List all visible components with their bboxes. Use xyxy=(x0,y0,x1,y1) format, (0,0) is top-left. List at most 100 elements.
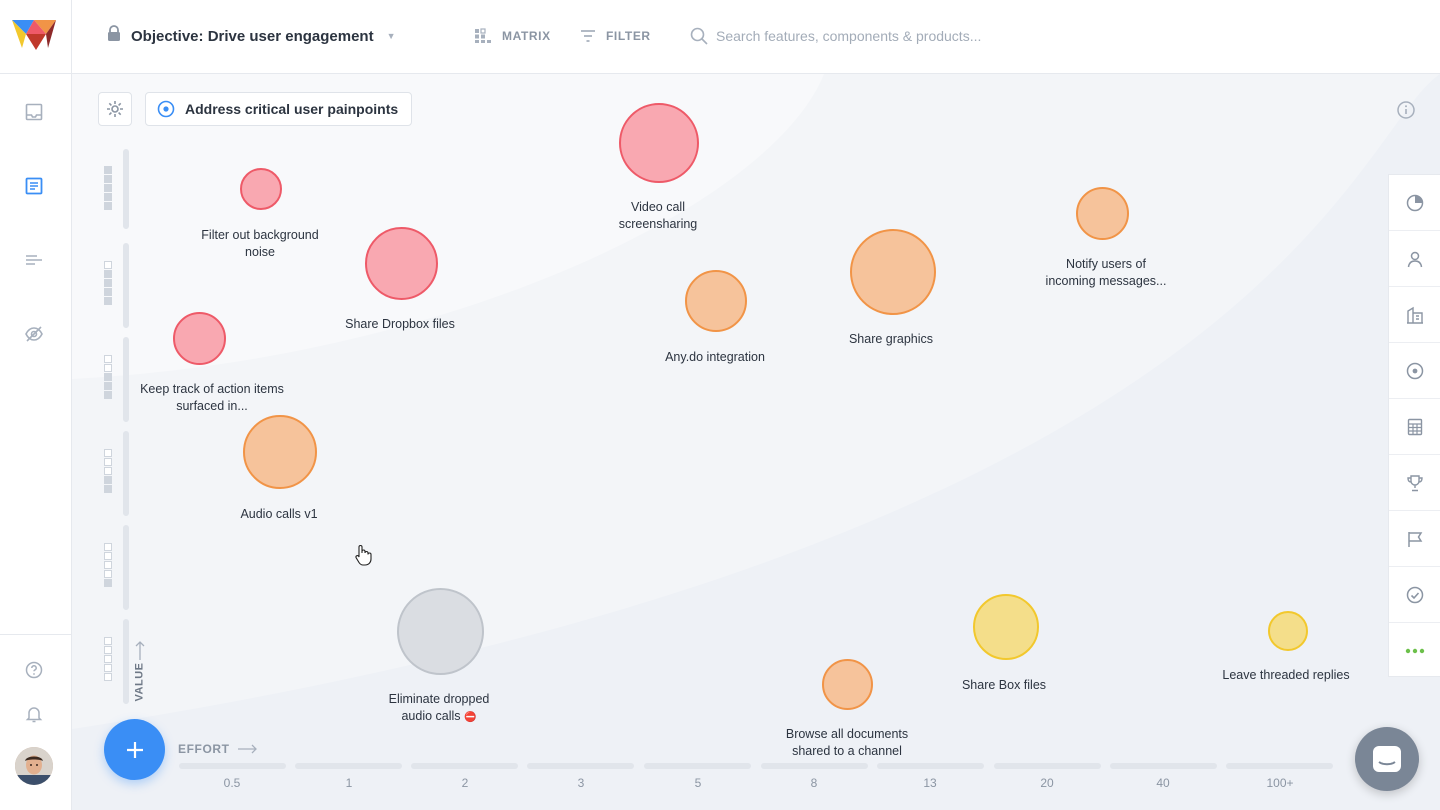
arrow-right-icon xyxy=(237,744,257,754)
goal-selector[interactable]: Address critical user painpoints xyxy=(145,92,413,126)
filter-button[interactable]: FILTER xyxy=(580,24,651,48)
item-bubble[interactable] xyxy=(685,270,747,332)
goal-label: Address critical user painpoints xyxy=(185,101,399,117)
info-icon[interactable] xyxy=(1396,100,1416,120)
value-level-5[interactable] xyxy=(123,243,129,328)
inbox-icon[interactable] xyxy=(22,100,46,124)
bell-icon[interactable] xyxy=(22,702,46,726)
help-icon[interactable] xyxy=(22,658,46,682)
value-indicator xyxy=(104,637,113,682)
item-bubble[interactable] xyxy=(1268,611,1308,651)
sidebar-divider xyxy=(0,73,71,74)
search-input[interactable] xyxy=(716,28,1096,44)
calculator-icon[interactable] xyxy=(1389,399,1440,455)
buildings-icon[interactable] xyxy=(1389,287,1440,343)
item-bubble[interactable] xyxy=(365,227,438,300)
chevron-down-icon: ▼ xyxy=(386,31,396,41)
objective-selector[interactable]: Objective: Drive user engagement ▼ xyxy=(106,22,396,50)
chat-support-button[interactable] xyxy=(1355,727,1419,791)
matrix-label: MATRIX xyxy=(502,29,551,43)
effort-level[interactable] xyxy=(761,763,868,769)
effort-level[interactable] xyxy=(1226,763,1333,769)
item-label[interactable]: Leave threaded replies xyxy=(1222,668,1350,682)
search-bar[interactable] xyxy=(690,22,1110,50)
effort-tick: 8 xyxy=(810,776,818,790)
effort-tick: 100+ xyxy=(1266,776,1294,790)
item-label[interactable]: Notify users of incoming messages... xyxy=(1045,257,1167,288)
item-bubble[interactable] xyxy=(822,659,873,710)
effort-tick: 1 xyxy=(345,776,353,790)
item-label[interactable]: Share graphics xyxy=(848,332,934,346)
effort-level[interactable] xyxy=(527,763,634,769)
sidebar-divider-bottom xyxy=(0,634,71,635)
value-level-4[interactable] xyxy=(123,337,129,422)
arrow-up-icon xyxy=(135,641,145,660)
app-logo[interactable] xyxy=(10,14,58,56)
effort-level[interactable] xyxy=(179,763,286,769)
document-icon[interactable] xyxy=(22,174,46,198)
user-icon[interactable] xyxy=(1389,231,1440,287)
add-item-button[interactable] xyxy=(104,719,165,780)
target-icon xyxy=(157,100,175,118)
left-sidebar xyxy=(0,0,72,810)
item-label[interactable]: Keep track of action items surfaced in..… xyxy=(140,382,284,413)
item-bubble[interactable] xyxy=(973,594,1039,660)
effort-tick: 2 xyxy=(461,776,469,790)
item-bubble[interactable] xyxy=(619,103,699,183)
value-indicator xyxy=(104,261,113,306)
item-label[interactable]: Share Box files xyxy=(961,678,1047,692)
effort-axis-label: EFFORT xyxy=(178,742,258,756)
chat-icon xyxy=(1373,746,1401,772)
target-icon[interactable] xyxy=(1389,343,1440,399)
effort-tick: 0.5 xyxy=(223,776,241,790)
lock-icon xyxy=(106,25,122,47)
item-label[interactable]: Eliminate dropped audio calls ⛔ xyxy=(388,692,490,723)
priority-matrix: Address critical user painpoints VALUE E… xyxy=(72,74,1440,810)
item-bubble[interactable] xyxy=(850,229,936,315)
item-label[interactable]: Share Dropbox files xyxy=(345,317,455,331)
hand-cursor-icon xyxy=(354,544,372,566)
value-indicator xyxy=(104,166,113,211)
item-bubble[interactable] xyxy=(173,312,226,365)
effort-level[interactable] xyxy=(411,763,518,769)
right-tool-panel xyxy=(1388,174,1440,677)
value-level-6[interactable] xyxy=(123,149,129,229)
matrix-button[interactable]: MATRIX xyxy=(474,24,551,48)
effort-level[interactable] xyxy=(1110,763,1217,769)
item-bubble[interactable] xyxy=(397,588,484,675)
item-label[interactable]: Browse all documents shared to a channel xyxy=(785,727,909,758)
list-icon[interactable] xyxy=(22,248,46,272)
item-bubble[interactable] xyxy=(1076,187,1129,240)
matrix-icon xyxy=(475,28,491,43)
top-bar: Objective: Drive user engagement ▼ MATRI… xyxy=(72,0,1440,74)
item-bubble[interactable] xyxy=(243,415,317,489)
value-level-3[interactable] xyxy=(123,431,129,516)
user-avatar[interactable] xyxy=(15,747,53,785)
search-icon xyxy=(690,27,708,45)
blocked-icon: ⛔ xyxy=(464,712,477,723)
check-circle-icon[interactable] xyxy=(1389,567,1440,623)
value-indicator xyxy=(104,543,113,588)
objective-title: Objective: Drive user engagement xyxy=(131,27,374,45)
filter-label: FILTER xyxy=(606,29,651,43)
item-label[interactable]: Any.do integration xyxy=(665,350,765,364)
effort-level[interactable] xyxy=(295,763,402,769)
effort-tick: 3 xyxy=(577,776,585,790)
effort-level[interactable] xyxy=(994,763,1101,769)
hidden-icon[interactable] xyxy=(22,322,46,346)
item-label[interactable]: Filter out background noise xyxy=(201,228,319,259)
item-bubble[interactable] xyxy=(240,168,282,210)
effort-level[interactable] xyxy=(644,763,751,769)
value-level-2[interactable] xyxy=(123,525,129,610)
pie-chart-icon[interactable] xyxy=(1389,175,1440,231)
item-label[interactable]: Audio calls v1 xyxy=(240,507,318,521)
value-indicator xyxy=(104,449,113,494)
effort-level[interactable] xyxy=(877,763,984,769)
flag-icon[interactable] xyxy=(1389,511,1440,567)
value-level-1[interactable] xyxy=(123,619,129,704)
item-label[interactable]: Video call screensharing xyxy=(618,200,698,231)
effort-tick: 5 xyxy=(694,776,702,790)
settings-button[interactable] xyxy=(98,92,132,126)
more-icon[interactable] xyxy=(1389,623,1440,679)
trophy-icon[interactable] xyxy=(1389,455,1440,511)
